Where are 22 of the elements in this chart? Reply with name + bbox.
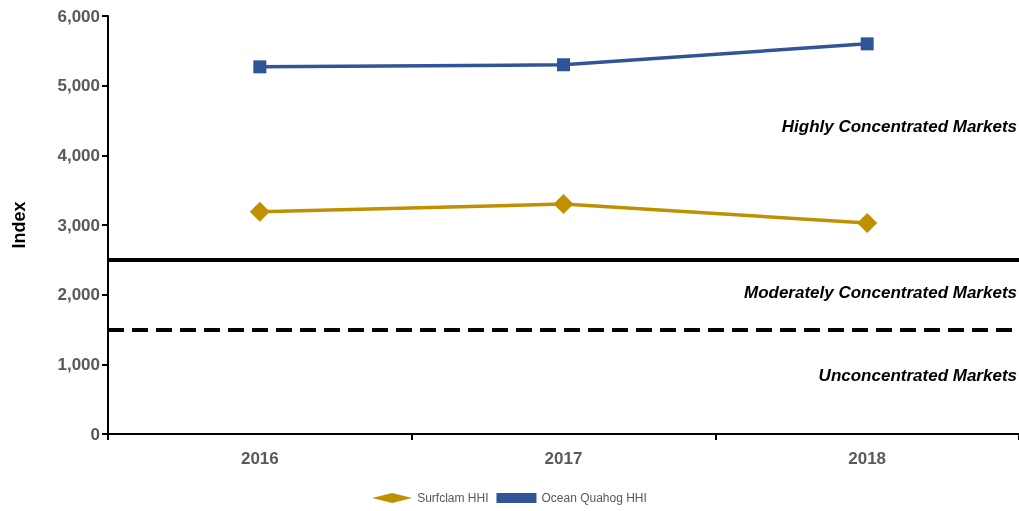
x-tick-label: 2018 bbox=[848, 449, 887, 468]
legend-label: Ocean Quahog HHI bbox=[541, 491, 647, 505]
x-tick-label: 2016 bbox=[240, 449, 279, 468]
point bbox=[249, 201, 270, 222]
y-tick-label: 5,000 bbox=[57, 76, 100, 96]
y-axis-title: Index bbox=[9, 201, 29, 249]
y-tick-label: 6,000 bbox=[57, 6, 100, 26]
point bbox=[860, 37, 874, 51]
x-tick-label: 2017 bbox=[544, 449, 583, 468]
point bbox=[857, 212, 878, 233]
y-tick-label: 2,000 bbox=[57, 285, 100, 305]
annotation: Highly Concentrated Markets bbox=[781, 117, 1018, 136]
y-tick-label: 0 bbox=[90, 424, 100, 444]
point bbox=[253, 60, 267, 74]
y-tick-label: 1,000 bbox=[57, 354, 100, 374]
annotation: Moderately Concentrated Markets bbox=[743, 283, 1018, 302]
point bbox=[553, 194, 574, 215]
y-tick-label: 3,000 bbox=[57, 215, 100, 235]
point bbox=[557, 58, 570, 72]
legend-label: Surfclam HHI bbox=[417, 491, 489, 505]
y-tick-label: 4,000 bbox=[57, 145, 100, 165]
annotation: Unconcentrated Markets bbox=[818, 366, 1017, 385]
